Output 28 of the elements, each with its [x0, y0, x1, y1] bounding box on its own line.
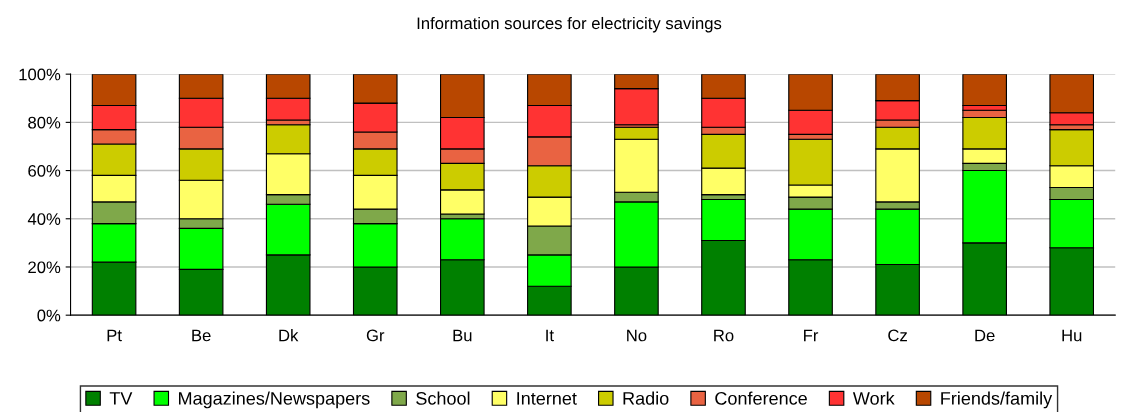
legend-label: School — [416, 391, 470, 405]
x-tick-label: Be — [192, 329, 211, 342]
y-tick-label: 100% — [19, 68, 61, 81]
y-tick-label: 60% — [28, 164, 61, 177]
x-tick-label: Dk — [279, 329, 299, 342]
y-tick-label: 0% — [37, 309, 61, 322]
legend-label: Conference — [715, 391, 807, 405]
legend-label: Magazines/Newspapers — [179, 391, 370, 409]
legend-label: Friends/family — [941, 391, 1053, 409]
x-tick-label: Gr — [366, 329, 385, 342]
x-tick-label: Fr — [804, 329, 819, 342]
bar — [962, 74, 1007, 107]
x-tick-label: De — [975, 329, 995, 342]
x-tick-label: Hu — [1062, 329, 1082, 342]
x-tick-label: Ro — [714, 329, 734, 342]
legend-label: Radio — [623, 391, 669, 405]
legend-label: Work — [852, 391, 895, 405]
x-tick-label: Bu — [453, 329, 472, 342]
x-tick-label: Pt — [107, 329, 122, 342]
chart-title: Information sources for electricity savings — [417, 16, 722, 33]
legend-label: TV — [109, 392, 133, 405]
x-tick-label: No — [627, 329, 647, 342]
y-tick-label: 80% — [28, 116, 61, 129]
y-tick-label: 20% — [28, 261, 61, 274]
y-tick-label: 40% — [27, 213, 61, 225]
x-tick-label: Cz — [888, 329, 907, 342]
legend-label: Internet — [517, 392, 577, 405]
x-tick-label: It — [546, 329, 554, 342]
